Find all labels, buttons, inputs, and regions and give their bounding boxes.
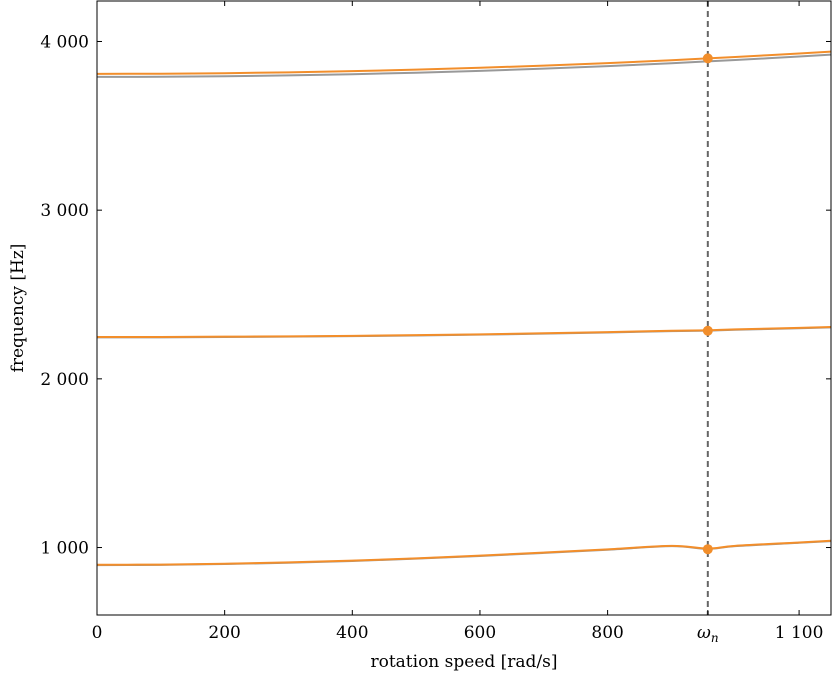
x-tick-label: 600 (464, 623, 496, 643)
marker-point-2 (702, 325, 713, 336)
y-axis-ticks: 1 000 2 000 3 000 4 000 (40, 32, 831, 559)
y-tick-label: 2 000 (40, 370, 89, 390)
x-tick-label: 400 (336, 623, 368, 643)
series-line-1 (97, 53, 831, 78)
x-tick-label: 200 (208, 623, 240, 643)
y-tick-label: 1 000 (40, 539, 89, 559)
y-axis-label: frequency [Hz] (8, 244, 28, 373)
x-tick-label: 0 (92, 623, 103, 643)
y-tick-label: 4 000 (40, 32, 89, 52)
x-tick-label: 800 (591, 623, 623, 643)
series-line-6 (97, 539, 831, 566)
series-line-2 (97, 50, 831, 75)
series-line-4 (97, 326, 831, 339)
marker-point-1 (702, 53, 713, 64)
x-tick-label: ωn (697, 623, 719, 645)
x-tick-label: 1 100 (775, 623, 824, 643)
plot-frame (96, 0, 832, 616)
plot-area (96, 0, 832, 616)
x-axis-label: rotation speed [rad/s] (370, 652, 557, 672)
series-line-5 (97, 540, 831, 567)
x-axis-ticks: 0 200 400 600 800 ωn 1 100 (92, 1, 824, 645)
marker-point-3 (702, 544, 713, 555)
y-tick-label: 3 000 (40, 201, 89, 221)
